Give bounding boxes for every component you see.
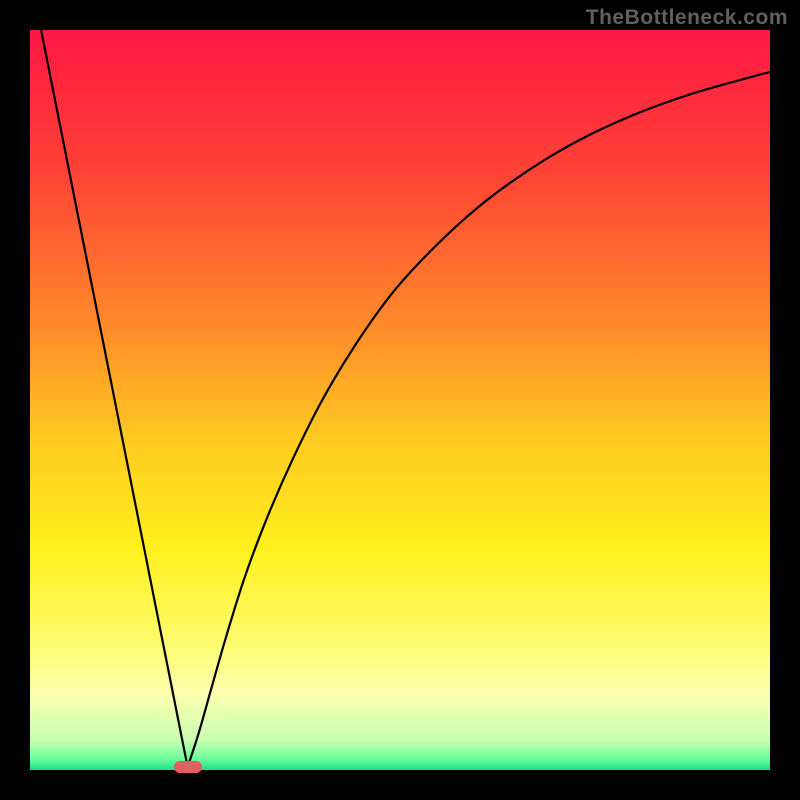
chart-plot-area: [30, 30, 770, 770]
optimum-marker: [174, 761, 202, 773]
chart-background: [30, 30, 770, 770]
chart-svg: [30, 30, 770, 770]
watermark-text: TheBottleneck.com: [586, 6, 788, 30]
